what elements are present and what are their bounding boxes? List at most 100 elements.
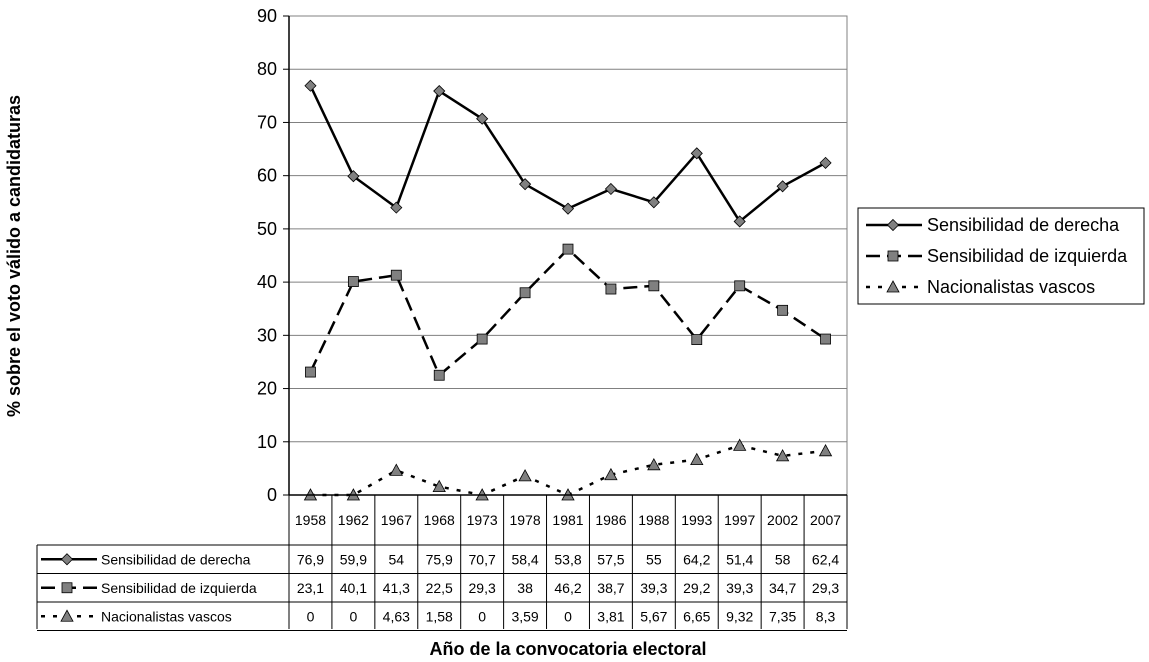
data-point-diamond <box>819 156 832 169</box>
data-label: 40,1 <box>340 580 367 596</box>
gridlines <box>288 15 848 496</box>
data-label: 58 <box>775 551 791 567</box>
data-point-square <box>820 333 831 345</box>
legend: Sensibilidad de derecha Sensibilidad de i… <box>857 207 1145 305</box>
data-label: 6,65 <box>683 608 710 624</box>
data-label: 58,4 <box>511 551 538 567</box>
data-point-square <box>777 304 789 316</box>
y-tick-label: 30 <box>257 325 277 345</box>
x-axis-label: Año de la convocatoria electoral <box>429 639 706 659</box>
data-label: 0 <box>564 608 572 624</box>
data-point-diamond <box>433 84 446 98</box>
data-label: 22,5 <box>426 580 453 596</box>
data-point-triangle <box>518 469 532 482</box>
data-label: 0 <box>307 608 315 624</box>
data-label: 23,1 <box>297 580 324 596</box>
data-point-diamond <box>304 79 317 92</box>
data-point-square <box>476 333 488 345</box>
data-point-diamond <box>647 196 660 209</box>
data-point-square <box>691 334 703 345</box>
data-point-diamond <box>561 202 575 215</box>
legend-entry-label: Sensibilidad de derecha <box>927 215 1120 235</box>
category-label: 1993 <box>681 512 712 528</box>
data-label: 0 <box>349 608 357 624</box>
category-label: 1988 <box>638 512 669 528</box>
table-row-label: Sensibilidad de derecha <box>101 551 251 567</box>
data-point-diamond <box>733 215 746 228</box>
data-point-triangle <box>604 467 618 481</box>
data-point-triangle <box>647 457 661 471</box>
data-label: 29,2 <box>683 580 710 596</box>
category-label: 1997 <box>724 512 755 528</box>
data-point-diamond <box>347 170 360 183</box>
data-label: 34,7 <box>769 580 796 596</box>
data-point-square <box>734 280 746 292</box>
data-point-triangle <box>775 449 790 462</box>
data-label: 39,3 <box>726 580 753 596</box>
data-point-diamond <box>776 180 789 193</box>
data-label: 76,9 <box>297 551 324 567</box>
legend-swatch-marker <box>886 280 900 293</box>
data-label: 5,67 <box>640 608 667 624</box>
data-label: 75,9 <box>426 551 453 567</box>
data-point-triangle <box>690 452 704 466</box>
data-point-triangle <box>432 479 446 492</box>
y-tick-label: 90 <box>257 6 277 26</box>
legend-swatch-marker <box>887 250 899 262</box>
y-tick-labels: 0 10 20 30 40 50 60 70 80 90 <box>257 6 277 505</box>
category-label: 1967 <box>381 512 412 528</box>
data-label: 29,3 <box>469 580 496 596</box>
data-label: 55 <box>646 551 662 567</box>
data-label: 3,81 <box>597 608 624 624</box>
data-point-triangle <box>818 443 833 457</box>
data-point-square <box>305 366 316 378</box>
category-label: 2007 <box>810 512 841 528</box>
category-label: 1973 <box>467 512 498 528</box>
data-label: 70,7 <box>469 551 496 567</box>
series-lines <box>303 79 833 501</box>
y-tick-label: 20 <box>257 379 277 399</box>
data-point-square <box>433 369 445 381</box>
data-point-diamond <box>476 112 489 125</box>
data-label: 1,58 <box>426 608 453 624</box>
data-point-square <box>648 280 660 292</box>
data-point-triangle <box>389 463 403 476</box>
y-axis-label: % sobre el voto válido a candidaturas <box>4 95 24 417</box>
data-label: 53,8 <box>554 551 581 567</box>
data-label: 46,2 <box>554 580 581 596</box>
data-label: 29,3 <box>812 580 839 596</box>
category-label: 1978 <box>509 512 540 528</box>
data-point-triangle <box>733 438 747 451</box>
data-label: 7,35 <box>769 608 796 624</box>
y-tick-label: 60 <box>257 166 277 186</box>
data-point-square <box>562 243 574 255</box>
data-label: 54 <box>389 551 405 567</box>
data-point-square <box>390 269 402 281</box>
data-label: 39,3 <box>640 580 667 596</box>
data-point-diamond <box>690 147 703 160</box>
y-tick-label: 10 <box>257 432 277 452</box>
legend-entry-label: Nacionalistas vascos <box>927 277 1095 297</box>
data-label: 9,32 <box>726 608 753 624</box>
category-label: 1958 <box>295 512 326 528</box>
axes <box>283 15 290 496</box>
data-label: 3,59 <box>511 608 538 624</box>
table-row-label: Sensibilidad de izquierda <box>101 580 257 596</box>
data-point-square <box>519 287 531 299</box>
y-tick-label: 70 <box>257 112 277 132</box>
data-point-diamond <box>390 201 403 214</box>
table-swatch-marker <box>60 609 74 622</box>
data-label: 62,4 <box>812 551 839 567</box>
data-label: 38,7 <box>597 580 624 596</box>
legend-entry-label: Sensibilidad de izquierda <box>927 246 1128 266</box>
series-line-square <box>309 247 827 377</box>
data-point-diamond <box>604 182 617 196</box>
y-tick-label: 80 <box>257 59 277 79</box>
category-label: 1962 <box>338 512 369 528</box>
data-label: 38 <box>517 580 533 596</box>
data-point-square <box>605 283 617 295</box>
plot-area <box>288 15 848 496</box>
data-label: 41,3 <box>383 580 410 596</box>
table-swatch-marker <box>61 582 73 594</box>
